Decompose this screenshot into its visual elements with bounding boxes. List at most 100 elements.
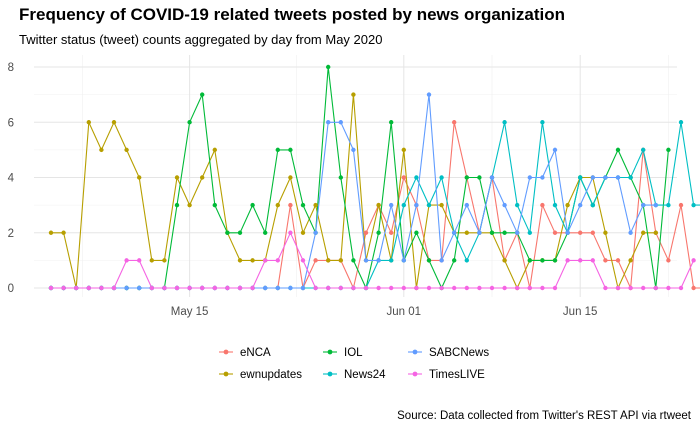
data-point-enca — [363, 230, 369, 235]
data-point-iol — [326, 64, 331, 70]
data-point-news24 — [527, 230, 532, 235]
data-point-sabcnews — [124, 285, 129, 291]
data-point-timeslive — [628, 285, 633, 291]
data-point-timeslive — [263, 258, 268, 263]
data-point-news24 — [401, 202, 406, 208]
data-point-ewnupdates — [603, 230, 608, 235]
data-point-iol — [666, 147, 671, 153]
data-point-ewnupdates — [250, 258, 255, 263]
data-point-ewnupdates — [565, 202, 570, 208]
data-point-iol — [464, 175, 469, 180]
data-point-news24 — [666, 202, 671, 208]
data-point-timeslive — [275, 258, 280, 263]
legend-label-news24: News24 — [344, 369, 386, 381]
legend-key-point-sabcnews — [412, 349, 418, 355]
data-point-ewnupdates — [300, 230, 306, 235]
data-point-sabcnews — [313, 230, 318, 235]
data-point-timeslive — [401, 285, 406, 291]
data-point-timeslive — [124, 258, 129, 263]
data-point-news24 — [515, 202, 520, 208]
data-point-ewnupdates — [111, 120, 117, 125]
data-point-sabcnews — [338, 120, 343, 125]
data-point-timeslive — [691, 258, 696, 263]
data-point-sabcnews — [527, 175, 532, 180]
data-point-timeslive — [137, 258, 142, 263]
data-point-ewnupdates — [502, 258, 507, 263]
data-point-enca — [288, 202, 293, 208]
data-point-timeslive — [653, 285, 658, 291]
data-point-sabcnews — [401, 258, 406, 263]
data-point-timeslive — [363, 285, 369, 291]
data-point-timeslive — [99, 285, 104, 291]
data-point-timeslive — [351, 285, 356, 291]
data-point-iol — [200, 92, 205, 97]
data-point-timeslive — [590, 258, 595, 263]
plot-panel — [34, 55, 677, 297]
data-point-enca — [678, 202, 684, 208]
data-point-iol — [452, 258, 457, 263]
data-point-timeslive — [489, 285, 495, 291]
y-tick-label: 8 — [8, 62, 14, 74]
data-point-sabcnews — [502, 202, 507, 208]
data-point-sabcnews — [414, 202, 419, 208]
data-point-iol — [288, 147, 293, 153]
data-point-ewnupdates — [288, 175, 293, 180]
data-point-ewnupdates — [439, 202, 444, 208]
data-point-timeslive — [74, 285, 79, 291]
data-point-iol — [540, 258, 545, 263]
data-point-sabcnews — [552, 147, 558, 153]
data-point-sabcnews — [515, 230, 520, 235]
y-tick-label: 6 — [8, 117, 14, 129]
legend-key-point-ewnupdates — [223, 371, 229, 377]
y-tick-label: 2 — [8, 228, 14, 240]
data-point-ewnupdates — [48, 230, 54, 235]
data-point-ewnupdates — [174, 175, 180, 180]
data-point-timeslive — [48, 285, 54, 291]
data-point-sabcnews — [376, 258, 381, 263]
data-point-timeslive — [300, 258, 306, 263]
data-point-iol — [300, 202, 306, 208]
data-point-timeslive — [515, 285, 520, 291]
data-point-ewnupdates — [162, 258, 167, 263]
data-point-enca — [552, 230, 558, 235]
data-point-news24 — [641, 147, 646, 153]
legend-label-ewnupdates: ewnupdates — [240, 369, 302, 381]
data-point-iol — [389, 120, 394, 125]
data-point-enca — [389, 230, 394, 235]
data-point-sabcnews — [540, 175, 545, 180]
data-point-iol — [263, 230, 268, 235]
data-point-timeslive — [187, 285, 192, 291]
data-point-sabcnews — [351, 147, 356, 153]
data-point-enca — [666, 258, 671, 263]
data-point-enca — [540, 202, 545, 208]
legend-key-point-enca — [223, 349, 229, 355]
x-axis-ticks: May 15 Jun 01 Jun 15 — [171, 306, 598, 318]
data-point-news24 — [578, 175, 583, 180]
data-point-ewnupdates — [86, 120, 92, 125]
data-point-enca — [603, 258, 608, 263]
data-point-timeslive — [86, 285, 92, 291]
y-tick-label: 0 — [8, 283, 14, 295]
data-point-timeslive — [212, 285, 217, 291]
data-point-sabcnews — [603, 175, 608, 180]
y-axis-ticks: 0 2 4 6 8 — [8, 62, 15, 295]
data-point-timeslive — [225, 285, 230, 291]
data-point-iol — [615, 147, 621, 153]
data-point-timeslive — [200, 285, 205, 291]
data-point-ewnupdates — [237, 258, 243, 263]
data-point-enca — [590, 230, 595, 235]
x-tick-label: May 15 — [171, 306, 209, 318]
data-point-enca — [615, 258, 621, 263]
data-point-ewnupdates — [212, 147, 217, 153]
legend-label-iol: IOL — [344, 347, 363, 359]
data-point-enca — [452, 120, 457, 125]
data-point-ewnupdates — [338, 258, 343, 263]
data-point-timeslive — [552, 285, 558, 291]
data-point-news24 — [502, 120, 507, 125]
legend-key-point-news24 — [327, 371, 333, 377]
data-point-iol — [489, 230, 495, 235]
data-point-iol — [237, 230, 243, 235]
data-point-ewnupdates — [376, 202, 381, 208]
data-point-enca — [401, 175, 406, 180]
data-point-news24 — [678, 120, 684, 125]
